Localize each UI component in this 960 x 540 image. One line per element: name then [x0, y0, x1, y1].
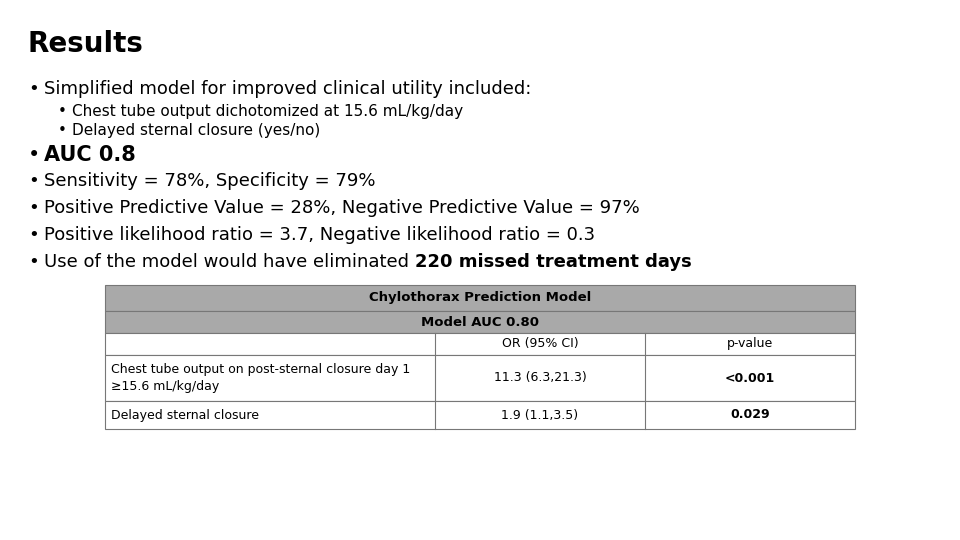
Text: •: •: [28, 172, 38, 190]
Bar: [105, 401, 855, 429]
Text: 1.9 (1.1,3.5): 1.9 (1.1,3.5): [501, 408, 579, 422]
Bar: [105, 285, 855, 311]
Text: Simplified model for improved clinical utility included:: Simplified model for improved clinical u…: [44, 80, 532, 98]
Text: 220 missed treatment days: 220 missed treatment days: [415, 253, 691, 271]
Text: <0.001: <0.001: [725, 372, 775, 384]
Text: •: •: [28, 199, 38, 217]
Text: •: •: [28, 226, 38, 244]
Text: •: •: [58, 104, 67, 119]
Text: 0.029: 0.029: [731, 408, 770, 422]
Text: Positive likelihood ratio = 3.7, Negative likelihood ratio = 0.3: Positive likelihood ratio = 3.7, Negativ…: [44, 226, 595, 244]
Text: Model AUC 0.80: Model AUC 0.80: [421, 315, 539, 328]
Bar: [105, 355, 855, 401]
Text: OR (95% CI): OR (95% CI): [502, 338, 578, 350]
Text: Positive Predictive Value = 28%, Negative Predictive Value = 97%: Positive Predictive Value = 28%, Negativ…: [44, 199, 639, 217]
Text: Chest tube output dichotomized at 15.6 mL/kg/day: Chest tube output dichotomized at 15.6 m…: [72, 104, 463, 119]
Text: Delayed sternal closure: Delayed sternal closure: [111, 408, 259, 422]
Text: Chylothorax Prediction Model: Chylothorax Prediction Model: [369, 292, 591, 305]
Text: •: •: [58, 123, 67, 138]
Text: AUC 0.8: AUC 0.8: [44, 145, 135, 165]
Text: Sensitivity = 78%, Specificity = 79%: Sensitivity = 78%, Specificity = 79%: [44, 172, 375, 190]
Text: •: •: [28, 145, 40, 165]
Text: Chest tube output on post-sternal closure day 1
≥15.6 mL/kg/day: Chest tube output on post-sternal closur…: [111, 363, 410, 393]
Text: p-value: p-value: [727, 338, 773, 350]
Bar: [105, 311, 855, 333]
Text: •: •: [28, 253, 38, 271]
Bar: [105, 333, 855, 355]
Text: Delayed sternal closure (yes/no): Delayed sternal closure (yes/no): [72, 123, 321, 138]
Text: •: •: [28, 80, 38, 98]
Text: Results: Results: [28, 30, 144, 58]
Text: Use of the model would have eliminated: Use of the model would have eliminated: [44, 253, 415, 271]
Text: 11.3 (6.3,21.3): 11.3 (6.3,21.3): [493, 372, 587, 384]
